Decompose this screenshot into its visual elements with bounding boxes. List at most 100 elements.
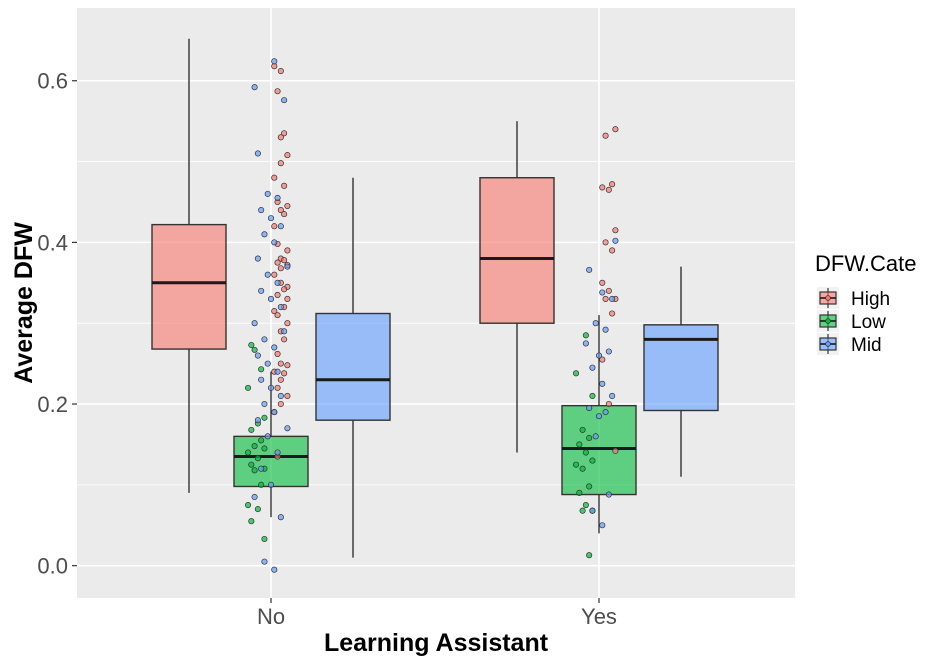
data-point bbox=[576, 441, 583, 448]
data-point bbox=[281, 328, 288, 335]
box-no-mid bbox=[315, 312, 391, 421]
data-point bbox=[284, 152, 291, 159]
data-point bbox=[284, 295, 291, 303]
data-point bbox=[251, 443, 258, 450]
data-point bbox=[281, 336, 288, 343]
data-point bbox=[602, 239, 609, 246]
data-point bbox=[271, 58, 278, 65]
data-point bbox=[274, 368, 281, 375]
legend-label: High bbox=[851, 289, 890, 310]
data-point bbox=[274, 88, 281, 95]
data-point bbox=[251, 493, 258, 501]
data-point bbox=[582, 502, 589, 509]
data-point bbox=[264, 360, 271, 367]
data-point bbox=[582, 449, 589, 456]
data-point bbox=[589, 392, 596, 399]
data-point bbox=[258, 481, 265, 488]
data-point bbox=[254, 352, 261, 359]
data-point bbox=[258, 437, 265, 444]
data-point bbox=[251, 346, 258, 353]
data-point bbox=[274, 259, 281, 266]
data-point bbox=[267, 215, 275, 222]
data-point bbox=[612, 447, 619, 454]
box-no-high bbox=[151, 223, 227, 350]
data-point bbox=[251, 320, 258, 327]
data-point bbox=[284, 425, 291, 432]
data-point bbox=[277, 160, 284, 167]
legend-key-point bbox=[825, 318, 831, 324]
data-point bbox=[592, 433, 599, 440]
box-yes-low bbox=[561, 404, 637, 496]
data-point bbox=[281, 130, 288, 137]
data-point bbox=[572, 461, 580, 468]
y-tick-label: 0.6 bbox=[37, 69, 68, 94]
data-point bbox=[605, 348, 612, 355]
data-point bbox=[586, 405, 593, 412]
legend-item-low: Low bbox=[817, 310, 886, 333]
data-point bbox=[609, 295, 616, 303]
data-point bbox=[244, 502, 252, 509]
data-point bbox=[579, 426, 586, 433]
data-point bbox=[599, 380, 606, 387]
data-point bbox=[261, 558, 268, 565]
whiskers bbox=[188, 38, 682, 558]
data-point bbox=[248, 461, 255, 468]
data-point bbox=[595, 413, 603, 420]
box-no-low bbox=[233, 435, 309, 488]
data-point bbox=[271, 308, 278, 315]
data-point bbox=[612, 237, 619, 244]
data-point bbox=[251, 84, 258, 91]
boxes bbox=[151, 177, 719, 496]
data-point bbox=[609, 310, 616, 317]
data-point bbox=[281, 97, 288, 104]
axis-ticks: 0.0 0.2 0.4 0.6 No Yes bbox=[37, 69, 617, 629]
data-point bbox=[277, 207, 284, 214]
data-point bbox=[258, 287, 265, 294]
data-point bbox=[258, 376, 265, 383]
data-point bbox=[261, 336, 268, 343]
data-point bbox=[261, 535, 268, 543]
data-point bbox=[592, 320, 599, 327]
data-point bbox=[599, 356, 606, 363]
data-point bbox=[254, 150, 261, 157]
data-point bbox=[277, 360, 284, 367]
data-point bbox=[271, 409, 278, 416]
data-point bbox=[271, 344, 278, 351]
data-point bbox=[284, 320, 291, 327]
legend-item-mid: Mid bbox=[817, 333, 882, 356]
data-point bbox=[271, 174, 278, 181]
data-point bbox=[281, 211, 288, 218]
data-point bbox=[264, 433, 271, 440]
y-tick-label: 0.0 bbox=[37, 554, 68, 579]
data-point bbox=[261, 231, 268, 238]
data-point bbox=[605, 491, 612, 498]
data-point bbox=[248, 426, 255, 433]
data-point bbox=[281, 182, 288, 189]
data-point bbox=[599, 289, 606, 296]
data-point bbox=[589, 364, 596, 371]
data-point bbox=[264, 271, 271, 278]
data-point bbox=[267, 384, 275, 391]
data-point bbox=[271, 271, 278, 278]
data-point bbox=[274, 279, 281, 286]
data-point bbox=[254, 417, 261, 424]
box-yes-high bbox=[479, 177, 555, 324]
data-point bbox=[267, 481, 275, 488]
data-point bbox=[576, 489, 583, 496]
data-point bbox=[274, 291, 281, 298]
x-tick-label: Yes bbox=[581, 604, 617, 629]
data-point bbox=[277, 514, 284, 521]
data-point bbox=[258, 366, 265, 373]
data-point bbox=[274, 350, 281, 357]
data-point bbox=[602, 409, 609, 416]
data-point bbox=[586, 483, 593, 490]
y-axis-title: Average DFW bbox=[10, 222, 38, 384]
data-point bbox=[605, 287, 612, 294]
data-point bbox=[284, 247, 291, 254]
data-point bbox=[277, 376, 284, 383]
legend-label: Mid bbox=[851, 335, 882, 356]
legend-key-point bbox=[825, 295, 831, 301]
data-point bbox=[599, 279, 606, 286]
